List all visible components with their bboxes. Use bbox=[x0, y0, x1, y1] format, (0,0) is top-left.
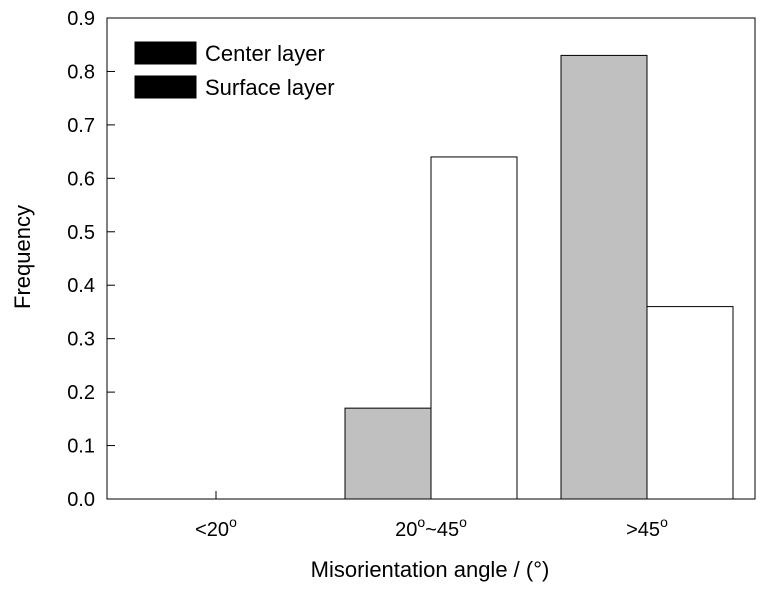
y-axis-title: Frequency bbox=[10, 205, 35, 309]
legend: Center layer Surface layer bbox=[134, 41, 335, 100]
legend-label-surface: Surface layer bbox=[205, 75, 335, 100]
y-tick-label: 0.4 bbox=[67, 275, 95, 297]
x-tick-label: 20o~45o bbox=[395, 514, 467, 541]
y-tick-label: 0.0 bbox=[67, 489, 95, 511]
x-axis-title: Misorientation angle / (°) bbox=[311, 557, 550, 582]
legend-swatch-center bbox=[134, 41, 197, 65]
legend-swatch-surface bbox=[134, 75, 197, 99]
bar-center-2 bbox=[560, 54, 648, 500]
y-tick-label: 0.8 bbox=[67, 61, 95, 83]
y-tick-label: 0.1 bbox=[67, 436, 95, 458]
bar-surface-1 bbox=[430, 156, 518, 500]
y-tick-label: 0.7 bbox=[67, 115, 95, 137]
x-tick-label: <20o bbox=[195, 514, 237, 541]
y-tick-label: 0.6 bbox=[67, 168, 95, 190]
y-tick-label: 0.9 bbox=[67, 8, 95, 30]
x-axis: <20o 20o~45o >45o bbox=[195, 491, 668, 541]
bars-group bbox=[344, 54, 734, 500]
y-tick-label: 0.5 bbox=[67, 222, 95, 244]
bar-center-1 bbox=[344, 407, 432, 500]
bar-surface-2 bbox=[646, 306, 734, 500]
y-tick-label: 0.3 bbox=[67, 329, 95, 351]
x-tick-label: >45o bbox=[626, 514, 668, 541]
y-axis: 0.0 0.1 0.2 0.3 0.4 0.5 0.6 0.7 0.8 0.9 bbox=[67, 8, 115, 511]
legend-label-center: Center layer bbox=[205, 41, 325, 66]
y-tick-label: 0.2 bbox=[67, 382, 95, 404]
